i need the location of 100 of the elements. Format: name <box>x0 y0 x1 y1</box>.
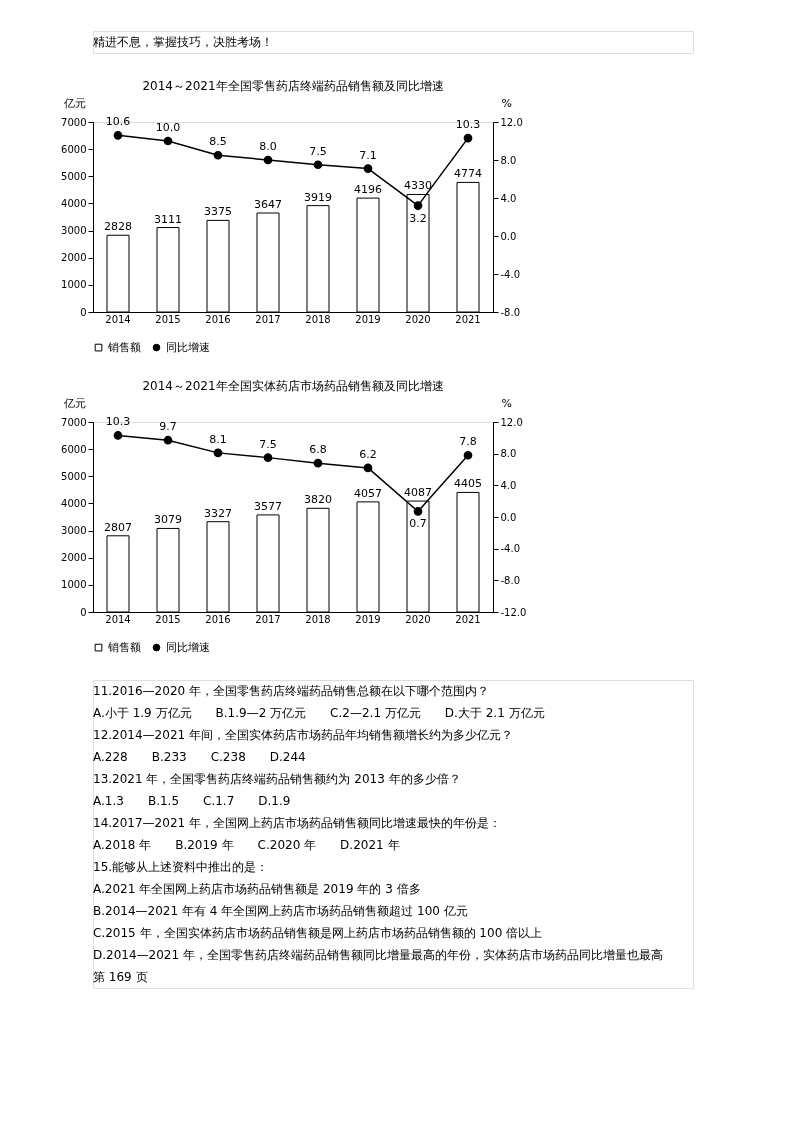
y-tick-label: 1000 <box>61 279 87 291</box>
text: 15.能够从上述资料中推出的是： <box>93 860 269 874</box>
x-tick-label: 2015 <box>155 313 181 325</box>
data-label: 3327 <box>204 506 232 520</box>
point <box>413 201 423 210</box>
y2-axis-title: % <box>501 396 512 410</box>
y2-tick-label: -4.0 <box>500 268 521 280</box>
text: A.228 B.233 C.238 D.244 <box>93 750 306 764</box>
y2-axis-title: % <box>501 96 512 110</box>
data-label: 3111 <box>154 212 182 226</box>
x-tick-label: 2015 <box>155 613 181 625</box>
data-label: 9.7 <box>159 420 177 434</box>
y-tick-label: 4000 <box>61 497 87 509</box>
x-tick-label: 2018 <box>305 313 331 325</box>
data-label: 7.1 <box>359 148 377 162</box>
data-label: 10.6 <box>105 115 131 129</box>
x-tick-label: 2014 <box>105 313 131 325</box>
point <box>263 155 273 165</box>
data-label: 3820 <box>304 493 332 507</box>
data-label: 4057 <box>354 486 382 500</box>
y2-tick-label: 12.0 <box>500 416 523 428</box>
text: A.1.3 B.1.5 C.1.7 D.1.9 <box>93 794 291 808</box>
y2-tick-label: 8.0 <box>500 154 517 166</box>
y2-tick-label: -8.0 <box>500 574 521 586</box>
y-tick-label: 3000 <box>61 225 87 237</box>
point <box>163 136 173 146</box>
data-label: 8.0 <box>259 140 277 153</box>
data-label: 4774 <box>454 167 482 181</box>
data-label: 3079 <box>154 513 182 527</box>
y2-tick-label: -4.0 <box>500 543 521 555</box>
y-tick-label: 7000 <box>61 416 87 428</box>
x-tick-label: 2018 <box>305 613 331 625</box>
data-label: 0.7 <box>409 517 427 531</box>
x-tick-label: 2020 <box>405 313 431 325</box>
x-tick-label: 2021 <box>455 313 481 325</box>
text: C.2015 年，全国实体药店市场药品销售额是网上药店市场药品销售额的 100 倍以上 <box>93 926 543 940</box>
y-tick-label: 2000 <box>61 552 87 564</box>
data-label: 7.5 <box>309 144 327 158</box>
y-tick-label: 6000 <box>61 443 87 455</box>
text: 11.2016—2020 年，全国零售药店终端药品销售总额在以下哪个范围内？ <box>93 684 489 698</box>
chart-title: 2014～2021年全国零售药店终端药品销售额及同比增速 <box>142 79 444 93</box>
text: A.2021 年全国网上药店市场药品销售额是 2019 年的 3 倍多 <box>93 882 421 896</box>
data-label: 7.5 <box>259 437 277 451</box>
y-tick-label: 5000 <box>61 470 87 482</box>
chart-title: 2014～2021年全国实体药店市场药品销售额及同比增速 <box>142 379 444 393</box>
y-tick-label: 1000 <box>61 579 87 591</box>
x-tick-label: 2017 <box>255 613 281 625</box>
data-label: 8.1 <box>209 432 227 446</box>
data-label: 3647 <box>254 198 282 212</box>
text: 第 169 页 <box>93 970 148 984</box>
y-tick-label: 3000 <box>61 525 87 537</box>
point <box>263 453 273 462</box>
y2-tick-label: 4.0 <box>500 192 517 204</box>
y2-tick-label: -12.0 <box>500 606 527 618</box>
point <box>363 463 373 473</box>
data-label: 3919 <box>304 190 332 204</box>
text: A.小于 1.9 万亿元 B.1.9—2 万亿元 C.2—2.1 万亿元 D.大于 2.1 万亿元 <box>93 706 545 720</box>
x-tick-label: 2019 <box>355 313 381 325</box>
y2-tick-label: -8.0 <box>500 306 521 318</box>
x-tick-label: 2017 <box>255 313 281 325</box>
data-label: 4330 <box>404 179 432 193</box>
y2-tick-label: 0.0 <box>500 511 517 523</box>
data-label: 8.5 <box>209 135 227 149</box>
y-tick-label: 0 <box>80 606 87 618</box>
y-tick-label: 6000 <box>61 143 87 155</box>
text: 12.2014—2021 年间，全国实体药店市场药品年均销售额增长约为多少亿元？ <box>93 728 513 742</box>
x-tick-label: 2016 <box>205 313 231 325</box>
point <box>413 507 423 516</box>
legend-label: 销售额 <box>107 640 141 654</box>
x-tick-label: 2020 <box>405 613 431 625</box>
point <box>313 458 323 468</box>
point <box>213 448 223 458</box>
data-label: 6.8 <box>309 443 327 457</box>
point <box>363 164 373 173</box>
point <box>213 150 223 160</box>
y-tick-label: 2000 <box>61 252 87 264</box>
legend-label: 销售额 <box>107 340 141 354</box>
data-label: 4196 <box>354 183 382 197</box>
data-label: 3375 <box>204 205 232 219</box>
data-label: 7.8 <box>459 435 477 449</box>
y2-tick-label: 4.0 <box>500 479 517 491</box>
point <box>313 160 323 170</box>
legend-label: 同比增速 <box>166 640 210 654</box>
text: 14.2017—2021 年，全国网上药店市场药品销售额同比增速最快的年份是： <box>93 816 501 830</box>
y-axis-title: 亿元 <box>62 96 86 110</box>
y-tick-label: 5000 <box>61 170 87 182</box>
point <box>463 450 473 460</box>
text: 13.2021 年，全国零售药店终端药品销售额约为 2013 年的多少倍？ <box>93 772 461 786</box>
x-tick-label: 2016 <box>205 613 231 625</box>
point <box>463 133 473 143</box>
data-label: 2828 <box>104 220 132 234</box>
y-tick-label: 4000 <box>61 197 87 209</box>
y-axis-title: 亿元 <box>62 396 86 410</box>
data-label: 10.3 <box>455 118 481 132</box>
data-label: 10.0 <box>155 121 181 134</box>
point <box>163 435 173 445</box>
data-label: 4087 <box>404 486 432 500</box>
data-label: 2807 <box>104 520 132 534</box>
data-label: 10.3 <box>105 415 131 429</box>
y2-tick-label: 12.0 <box>500 116 523 128</box>
